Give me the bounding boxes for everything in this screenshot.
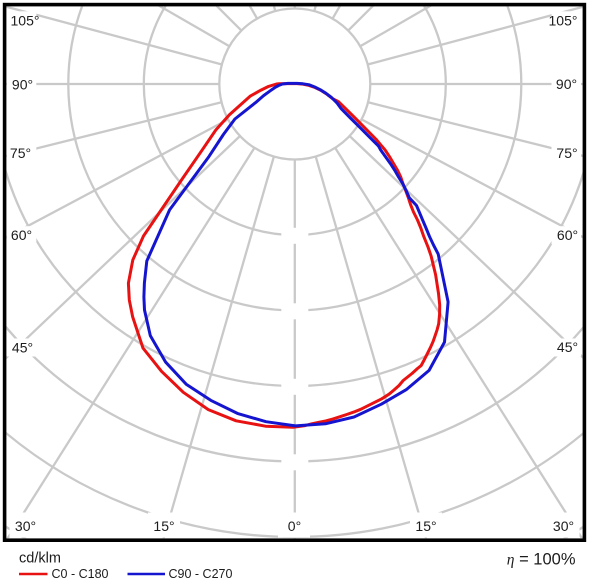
svg-text:cd/klm: cd/klm: [19, 551, 61, 567]
svg-text:C0 - C180: C0 - C180: [52, 567, 109, 581]
svg-text:15°: 15°: [415, 518, 436, 534]
svg-text:30°: 30°: [553, 518, 574, 534]
svg-text:0°: 0°: [288, 518, 301, 534]
svg-text:105°: 105°: [11, 12, 40, 28]
svg-text:60°: 60°: [11, 227, 32, 243]
svg-text:60°: 60°: [557, 227, 578, 243]
svg-text:45°: 45°: [557, 339, 578, 355]
svg-text:C90 - C270: C90 - C270: [169, 567, 233, 581]
svg-text:75°: 75°: [10, 145, 31, 161]
svg-text:105°: 105°: [549, 12, 578, 28]
svg-text:30°: 30°: [15, 518, 36, 534]
svg-text:90°: 90°: [556, 76, 577, 92]
svg-text:75°: 75°: [556, 145, 577, 161]
svg-text:90°: 90°: [12, 77, 33, 93]
svg-text:η = 100%: η = 100%: [507, 551, 576, 569]
svg-text:15°: 15°: [153, 518, 174, 534]
svg-text:45°: 45°: [12, 340, 33, 356]
